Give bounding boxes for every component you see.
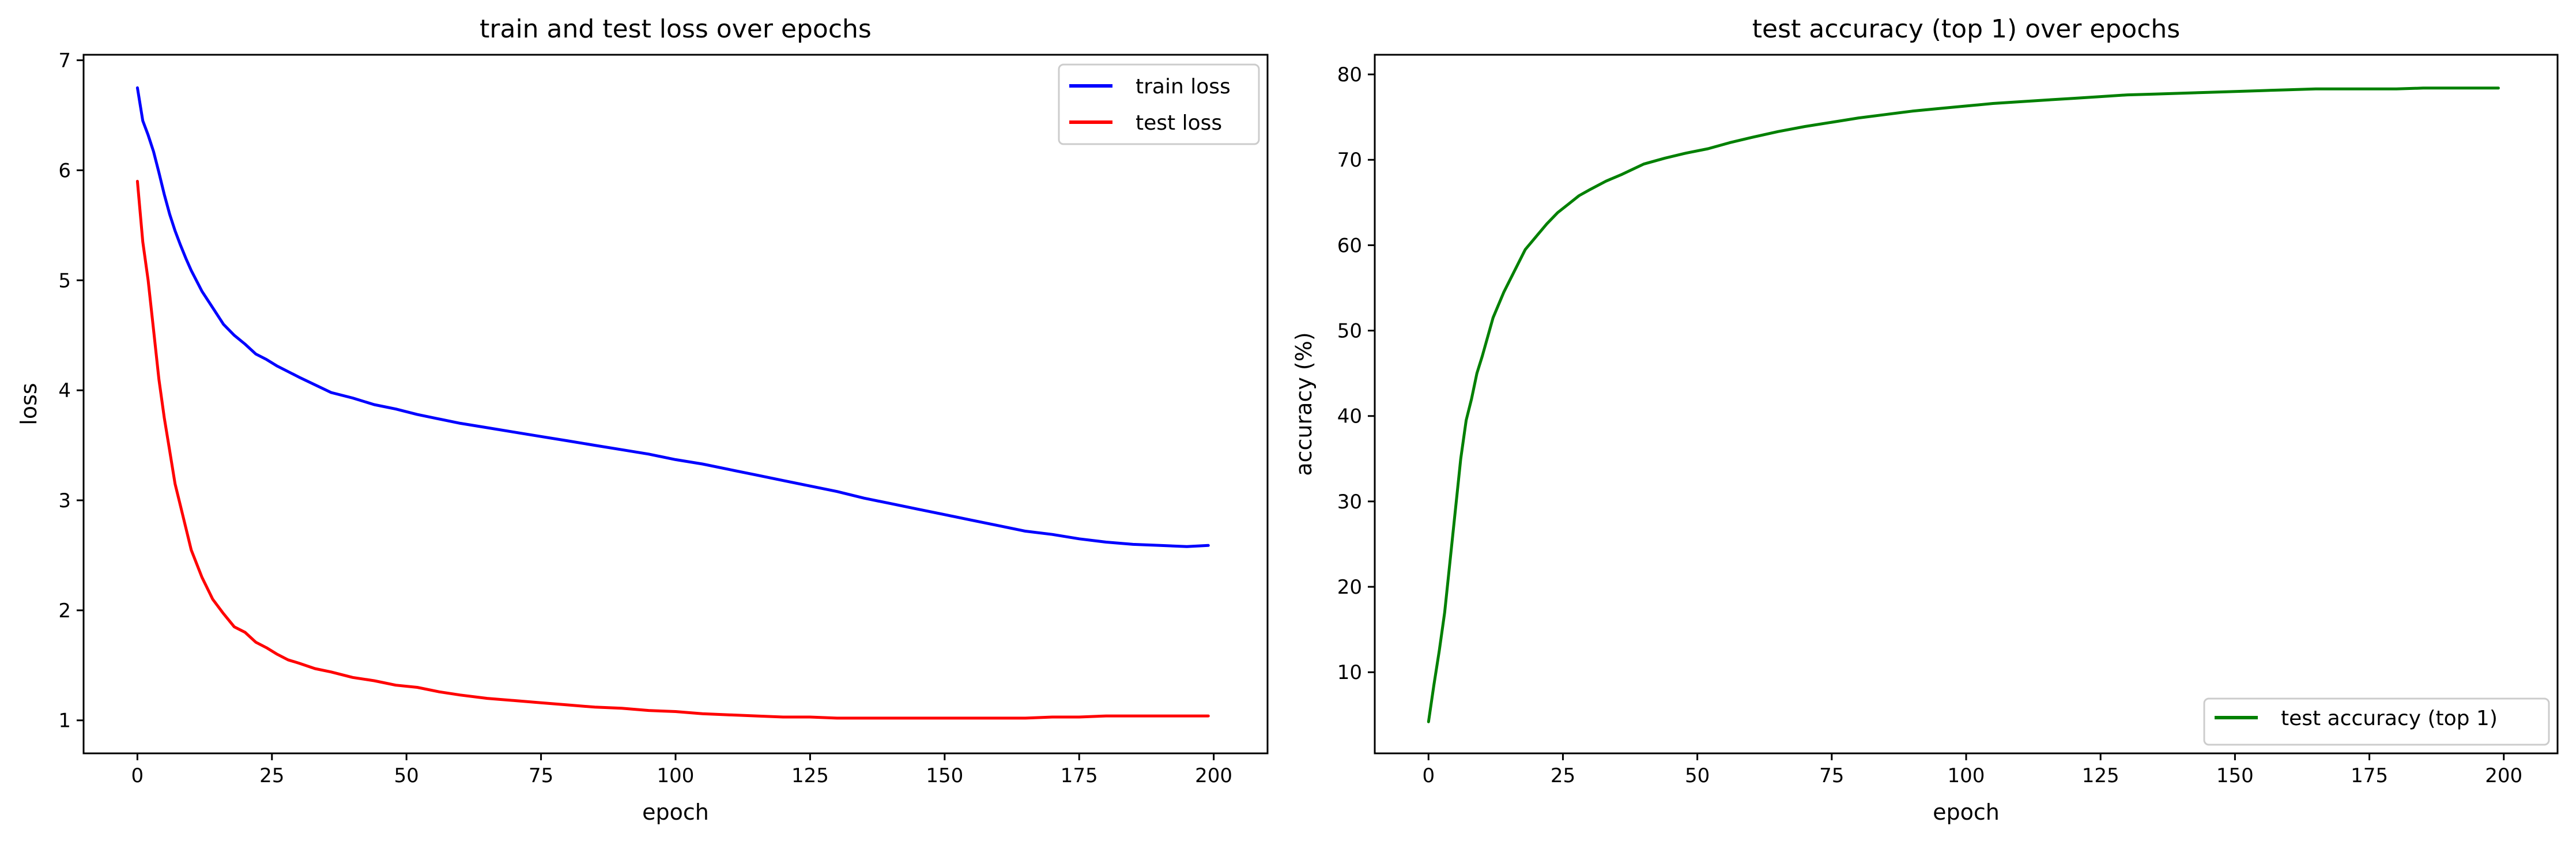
loss-x-tick-label: 125 (791, 764, 829, 787)
loss-y-tick-label: 1 (58, 710, 71, 733)
accuracy-series-line-0 (1427, 86, 2500, 723)
accuracy-x-tick-label: 125 (2082, 764, 2119, 787)
accuracy-chart: test accuracy (top 1) over epochs 0 25 50 7… (1291, 14, 2559, 825)
test-accuracy-legend-label: test accuracy (top 1) (2281, 707, 2498, 730)
loss-y-tick-label: 4 (58, 379, 71, 402)
accuracy-y-tick-label: 20 (1337, 576, 1362, 599)
accuracy-series-lines (1427, 86, 2500, 723)
accuracy-x-tick-label: 175 (2351, 764, 2388, 787)
accuracy-y-tick-label: 30 (1337, 491, 1362, 514)
accuracy-x-tick-label: 200 (2485, 764, 2522, 787)
accuracy-legend: test accuracy (top 1) (2203, 697, 2550, 746)
loss-x-tick-label: 75 (529, 764, 553, 787)
accuracy-x-axis-label: epoch (1933, 799, 2000, 825)
accuracy-y-tick-label: 80 (1337, 63, 1362, 86)
loss-legend: train loss test loss (1058, 63, 1260, 145)
accuracy-y-tick-label: 50 (1337, 320, 1362, 343)
loss-y-tick-label: 6 (58, 159, 71, 182)
loss-series-line-0 (135, 86, 1210, 548)
accuracy-axis-ticks: 0 25 50 75 100 125 150 175 200 10 20 30 40 50 60 70 80 (1337, 63, 2522, 787)
loss-y-tick-label: 2 (58, 599, 71, 623)
accuracy-legend-box (2203, 697, 2550, 746)
loss-series-lines (135, 86, 1210, 720)
loss-x-axis-label: epoch (642, 799, 709, 825)
accuracy-x-tick-label: 25 (1551, 764, 1575, 787)
test-loss-legend-label: test loss (1136, 111, 1222, 135)
accuracy-x-tick-label: 50 (1685, 764, 1710, 787)
loss-axis-ticks: 0 25 50 75 100 125 150 175 200 1 2 3 4 5 6 7 (58, 50, 1232, 787)
accuracy-x-tick-label: 150 (2216, 764, 2254, 787)
accuracy-y-tick-label: 60 (1337, 234, 1362, 257)
train-loss-legend-label: train loss (1136, 75, 1231, 99)
loss-plot-area (82, 54, 1269, 755)
loss-y-tick-label: 7 (58, 50, 71, 73)
accuracy-y-tick-label: 40 (1337, 405, 1362, 428)
loss-series-line-1 (135, 180, 1210, 720)
loss-y-tick-label: 3 (58, 489, 71, 512)
loss-y-axis-label: loss (16, 383, 42, 425)
loss-x-tick-label: 25 (259, 764, 284, 787)
accuracy-y-tick-label: 70 (1337, 149, 1362, 172)
accuracy-y-tick-label: 10 (1337, 661, 1362, 684)
loss-x-tick-label: 50 (394, 764, 419, 787)
loss-x-tick-label: 100 (657, 764, 695, 787)
accuracy-x-tick-label: 75 (1819, 764, 1844, 787)
loss-y-tick-label: 5 (58, 269, 71, 292)
accuracy-chart-title: test accuracy (top 1) over epochs (1752, 14, 2180, 44)
accuracy-plot-area (1374, 54, 2559, 755)
loss-x-tick-label: 175 (1061, 764, 1098, 787)
loss-chart: train and test loss over epochs 0 25 50 75 1… (16, 14, 1269, 825)
accuracy-x-tick-label: 100 (1948, 764, 1985, 787)
loss-x-tick-label: 200 (1195, 764, 1232, 787)
accuracy-y-axis-label: accuracy (%) (1291, 332, 1317, 476)
loss-x-tick-label: 0 (131, 764, 144, 787)
loss-x-tick-label: 150 (926, 764, 963, 787)
accuracy-x-tick-label: 0 (1422, 764, 1435, 787)
loss-chart-title: train and test loss over epochs (480, 14, 872, 44)
